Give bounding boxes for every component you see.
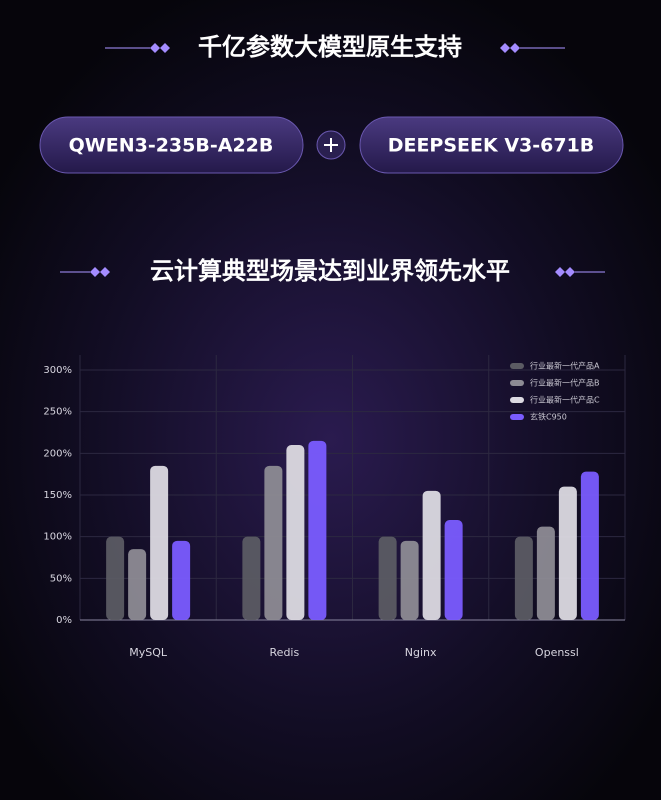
y-tick-label: 50% — [50, 573, 72, 584]
x-tick-label: Nginx — [405, 646, 437, 659]
legend-label: 玄铁C950 — [530, 412, 567, 422]
bar — [264, 465, 283, 620]
bar — [378, 536, 397, 620]
x-tick-label: Openssl — [535, 646, 579, 659]
legend-label: 行业最新一代产品C — [530, 395, 600, 405]
legend-label: 行业最新一代产品B — [530, 378, 600, 388]
bar — [400, 540, 419, 620]
x-tick-label: MySQL — [129, 646, 168, 659]
bar — [580, 471, 599, 620]
bar — [444, 520, 463, 620]
y-tick-label: 150% — [43, 490, 72, 501]
y-tick-label: 250% — [43, 407, 72, 418]
model-pill — [39, 116, 304, 174]
bar — [558, 486, 577, 620]
bar — [172, 540, 191, 620]
legend-swatch — [510, 380, 524, 386]
legend-label: 行业最新一代产品A — [530, 361, 600, 371]
model-name: QWEN3-235B-A22B — [69, 135, 274, 157]
legend-swatch — [510, 363, 524, 369]
y-tick-label: 200% — [43, 448, 72, 459]
legend-swatch — [510, 397, 524, 403]
plus-icon — [316, 130, 346, 160]
bar — [106, 536, 125, 620]
y-tick-label: 100% — [43, 532, 72, 543]
legend-swatch — [510, 414, 524, 420]
bar — [286, 445, 305, 620]
bar — [128, 549, 147, 620]
bar — [536, 526, 555, 620]
diamonds — [90, 43, 575, 277]
x-tick-label: Redis — [270, 646, 300, 659]
bar — [150, 465, 169, 620]
y-tick-label: 0% — [56, 615, 72, 626]
bar — [514, 536, 533, 620]
chart-title: 云计算典型场景达到业界领先水平 — [150, 257, 510, 285]
y-tick-label: 300% — [43, 365, 72, 376]
bar — [422, 490, 441, 620]
model-name: DEEPSEEK V3-671B — [388, 135, 595, 157]
title-decor — [60, 47, 605, 273]
model-pill — [359, 116, 624, 174]
bar — [308, 440, 327, 620]
bar — [242, 536, 261, 620]
main-title: 千亿参数大模型原生支持 — [198, 33, 462, 61]
